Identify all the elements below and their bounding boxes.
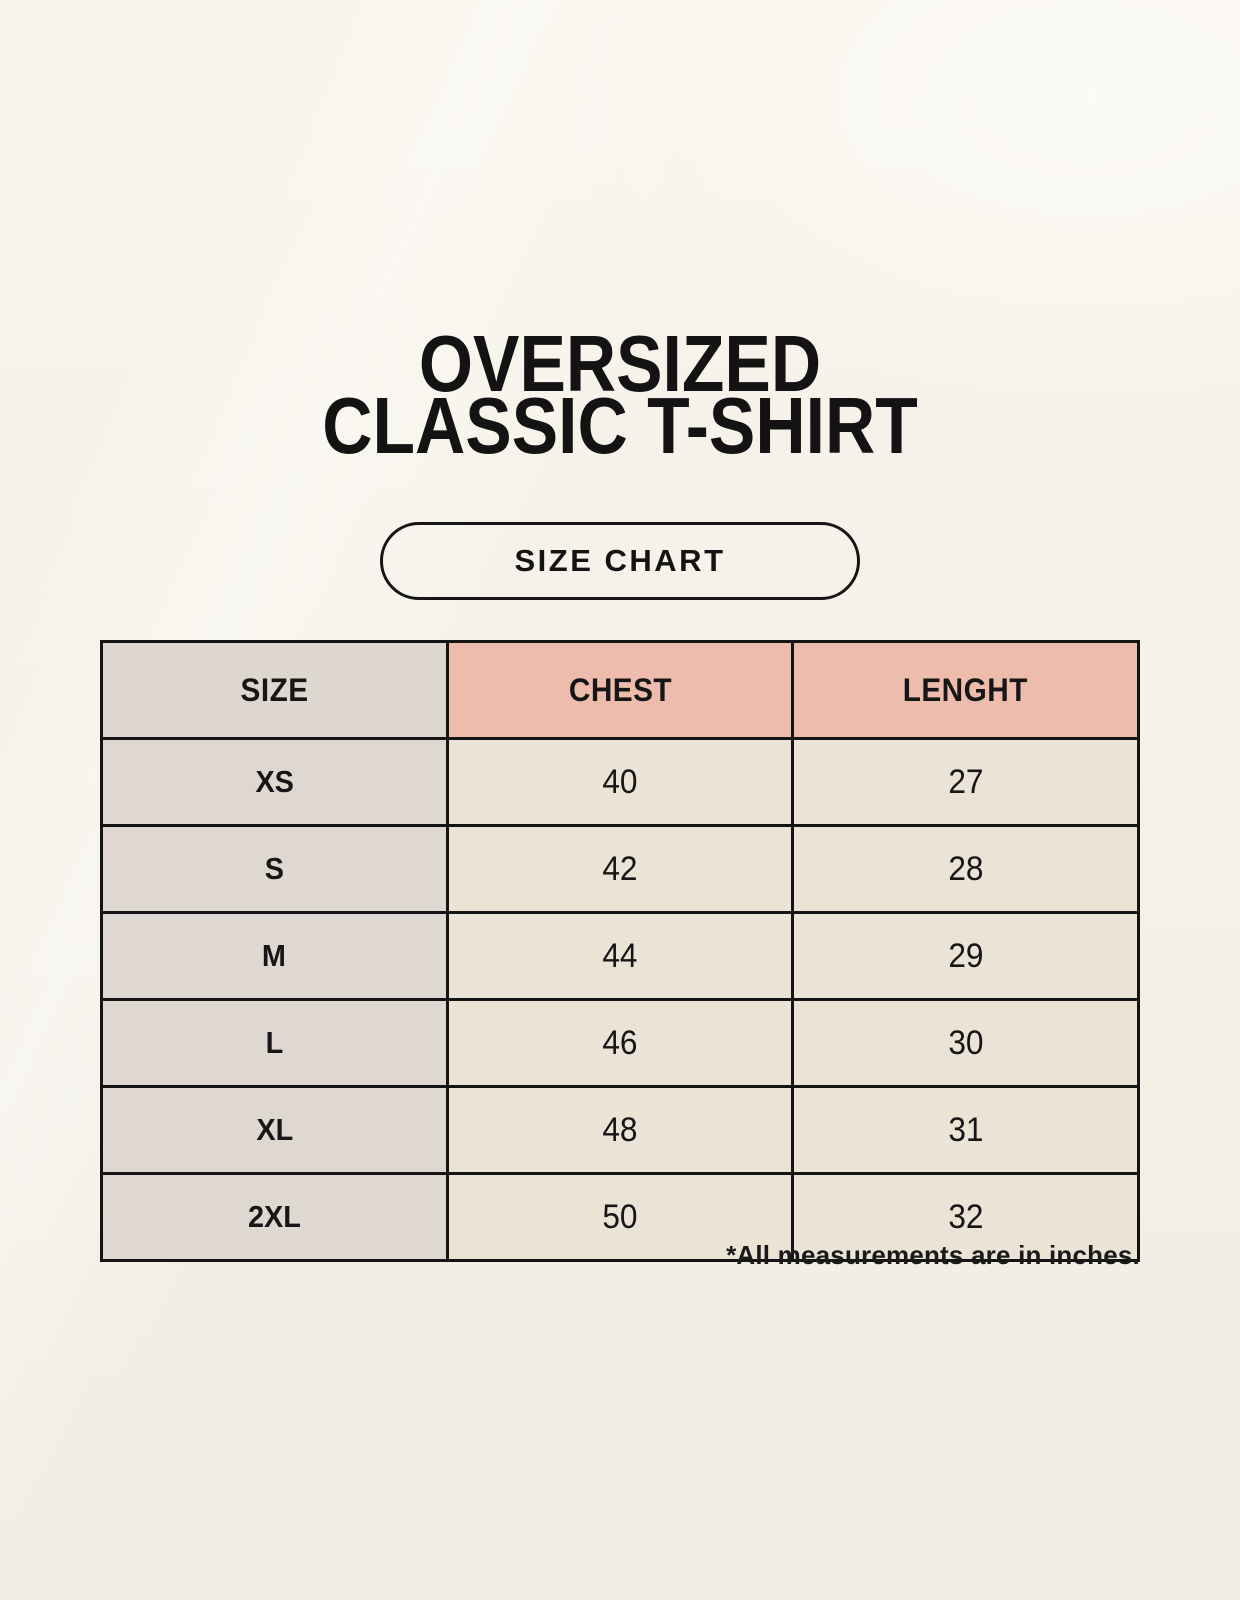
table-row: M 44 29	[100, 911, 1140, 1001]
size-cell: S	[100, 824, 449, 914]
size-cell: L	[100, 998, 449, 1088]
size-table-body: XS 40 27 S 42 28 M 44 29 L 46 30 XL 48 31 2XL 50 32	[100, 737, 1140, 1262]
chest-cell-value: 40	[602, 762, 638, 801]
size-chart-button-label: SIZE CHART	[514, 543, 726, 578]
column-header-length-label: LENGHT	[903, 671, 1029, 708]
length-cell: 30	[791, 998, 1140, 1088]
size-cell: XL	[100, 1085, 449, 1175]
size-cell-value: XS	[255, 764, 294, 799]
size-cell: 2XL	[100, 1172, 449, 1262]
chest-cell: 48	[445, 1085, 795, 1175]
table-row: S 42 28	[100, 824, 1140, 914]
length-cell: 31	[791, 1085, 1140, 1175]
length-cell-value: 28	[948, 849, 984, 888]
chest-cell-value: 44	[602, 936, 638, 975]
length-cell-value: 30	[948, 1023, 984, 1062]
length-cell: 32	[791, 1172, 1140, 1262]
size-cell-value: XL	[255, 1112, 293, 1147]
title-line-1: OVERSIZED	[418, 319, 822, 408]
column-header-chest-label: CHEST	[568, 671, 672, 708]
length-cell-value: 29	[948, 936, 984, 975]
table-row: XL 48 31	[100, 1085, 1140, 1175]
size-cell-value: M	[262, 938, 287, 973]
size-cell-value: S	[264, 851, 284, 886]
column-header-chest: CHEST	[445, 640, 795, 740]
title-line-2: CLASSIC T-SHIRT	[322, 381, 918, 470]
column-header-size-label: SIZE	[240, 671, 309, 708]
chest-cell: 50	[445, 1172, 795, 1262]
column-header-size: SIZE	[100, 640, 449, 740]
table-header-row: SIZE CHEST LENGHT	[100, 640, 1140, 740]
table-row: XS 40 27	[100, 737, 1140, 827]
length-cell-value: 31	[948, 1110, 984, 1149]
chest-cell: 44	[445, 911, 795, 1001]
product-title: OVERSIZED CLASSIC T-SHIRT	[81, 319, 1160, 470]
length-cell-value: 32	[948, 1197, 984, 1236]
chest-cell: 42	[445, 824, 795, 914]
length-cell: 28	[791, 824, 1140, 914]
chest-cell: 40	[445, 737, 795, 827]
size-chart-button[interactable]: SIZE CHART	[380, 522, 860, 600]
size-cell-value: 2XL	[247, 1199, 301, 1234]
size-cell: XS	[100, 737, 449, 827]
chest-cell-value: 50	[602, 1197, 638, 1236]
size-cell-value: L	[265, 1025, 284, 1060]
size-cell: M	[100, 911, 449, 1001]
length-cell-value: 27	[948, 762, 984, 801]
length-cell: 27	[791, 737, 1140, 827]
size-chart-table: SIZE CHEST LENGHT XS 40 27 S 42 28 M 44 29 L 46 30 X…	[100, 640, 1140, 1262]
chest-cell-value: 48	[602, 1110, 638, 1149]
length-cell: 29	[791, 911, 1140, 1001]
chest-cell-value: 42	[602, 849, 638, 888]
table-row: 2XL 50 32	[100, 1172, 1140, 1262]
measurements-footnote: *All measurements are in inches.	[726, 1240, 1140, 1270]
table-row: L 46 30	[100, 998, 1140, 1088]
chest-cell: 46	[445, 998, 795, 1088]
column-header-length: LENGHT	[791, 640, 1140, 740]
chest-cell-value: 46	[602, 1023, 638, 1062]
